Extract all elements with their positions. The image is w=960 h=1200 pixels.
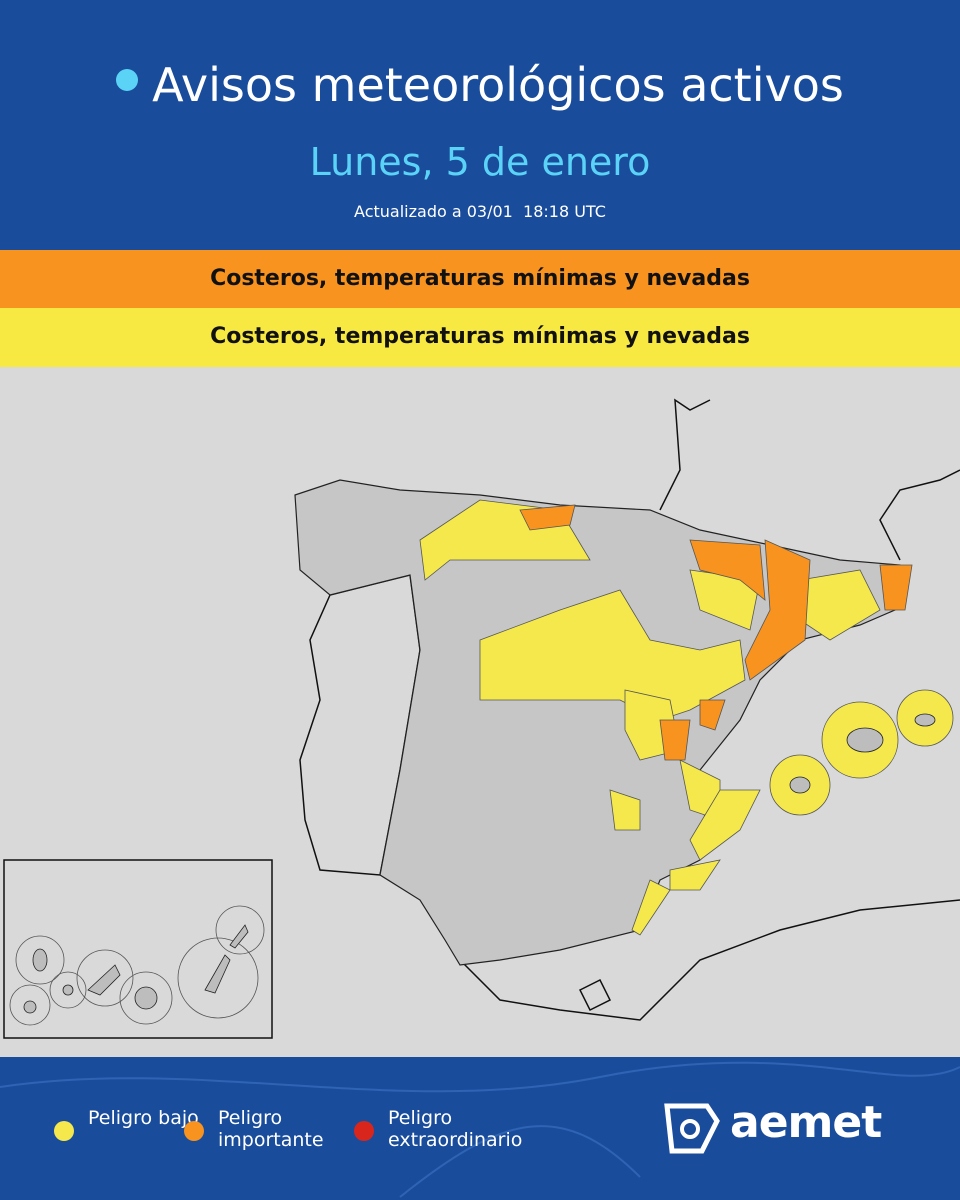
legend-swatch — [184, 1121, 204, 1141]
decor-waves — [0, 1061, 960, 1198]
subtitle: Lunes, 5 de enero — [309, 140, 651, 184]
warning-band: Costeros, temperaturas mínimas y nevadas — [0, 308, 960, 367]
legend-swatch — [354, 1121, 374, 1141]
header: Avisos meteorológicos activos Lunes, 5 d… — [0, 0, 960, 250]
bullet — [116, 69, 139, 91]
legend-item: Peligro bajo — [54, 1107, 228, 1141]
legend-label: Peligro bajo — [88, 1107, 199, 1129]
title: Avisos meteorológicos activos — [152, 58, 844, 112]
low-warning-zones — [419, 499, 954, 936]
warning-band: Costeros, temperaturas mínimas y nevadas — [0, 250, 960, 308]
legend-label: Peligro extraordinario — [388, 1107, 523, 1151]
updated: Actualizado a 03/01 18:18 UTC — [354, 202, 606, 221]
logo: aemet — [730, 1097, 882, 1148]
balearic-islands — [789, 713, 936, 794]
important-warning-zones — [519, 504, 913, 761]
title-row: Avisos meteorológicos activos — [0, 58, 960, 112]
legend-item: Peligro importante — [184, 1107, 358, 1151]
canary-inset — [3, 859, 273, 1039]
footer: Peligro bajo Peligro importante Peligro … — [0, 1057, 960, 1200]
legend-label: Peligro importante — [218, 1107, 324, 1151]
logo-mark — [664, 1103, 720, 1154]
legend-swatch — [54, 1121, 74, 1141]
legend-item: Peligro extraordinario — [354, 1107, 538, 1151]
spain — [294, 479, 901, 966]
map — [0, 367, 960, 1057]
